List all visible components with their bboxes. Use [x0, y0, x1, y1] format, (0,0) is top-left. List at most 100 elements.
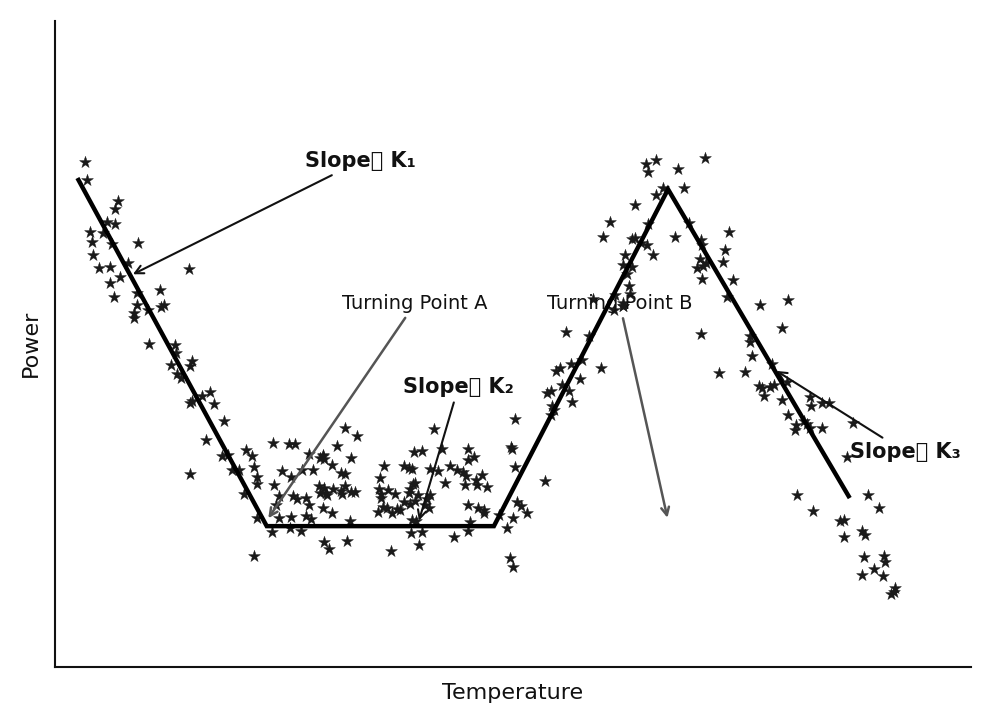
- Point: [324, 507, 340, 518]
- Point: [316, 482, 332, 494]
- Point: [347, 486, 363, 497]
- Point: [120, 257, 136, 269]
- Point: [561, 385, 577, 397]
- Point: [719, 291, 735, 303]
- Point: [832, 515, 848, 526]
- Point: [821, 397, 837, 409]
- Point: [182, 468, 198, 480]
- Point: [375, 501, 391, 513]
- Point: [422, 489, 438, 501]
- Point: [99, 216, 115, 227]
- Point: [392, 505, 408, 516]
- Point: [854, 569, 870, 581]
- Point: [539, 387, 555, 398]
- Point: [655, 182, 671, 194]
- Point: [693, 234, 709, 245]
- Point: [182, 361, 198, 372]
- Point: [405, 478, 421, 489]
- Point: [615, 298, 631, 309]
- Point: [216, 415, 232, 426]
- Point: [140, 304, 156, 316]
- Point: [198, 434, 214, 446]
- Point: [624, 233, 640, 245]
- Point: [337, 422, 353, 434]
- Point: [805, 505, 821, 517]
- Point: [181, 264, 197, 275]
- Point: [479, 481, 495, 492]
- Point: [343, 452, 359, 463]
- Point: [754, 382, 770, 393]
- Point: [407, 495, 423, 507]
- Point: [774, 322, 790, 334]
- Point: [814, 422, 830, 434]
- Point: [301, 499, 317, 510]
- Point: [751, 381, 767, 392]
- Point: [503, 442, 519, 453]
- Point: [153, 301, 169, 313]
- Point: [469, 479, 485, 491]
- Point: [152, 284, 168, 295]
- Point: [268, 500, 284, 511]
- Point: [417, 499, 433, 510]
- Point: [129, 287, 145, 298]
- Point: [434, 443, 450, 455]
- Point: [282, 522, 298, 534]
- Point: [460, 454, 476, 466]
- Point: [156, 299, 172, 311]
- Point: [554, 379, 570, 391]
- Point: [619, 269, 635, 280]
- Point: [293, 525, 309, 536]
- Point: [246, 461, 262, 473]
- Point: [803, 400, 819, 412]
- Point: [507, 461, 523, 473]
- Point: [102, 261, 118, 273]
- Point: [602, 216, 618, 228]
- Point: [173, 372, 189, 384]
- Point: [552, 362, 568, 374]
- Point: [107, 219, 123, 230]
- Point: [854, 526, 870, 537]
- Point: [507, 413, 523, 425]
- Point: [371, 484, 387, 495]
- Point: [168, 347, 184, 358]
- Point: [298, 492, 314, 504]
- Point: [543, 409, 559, 421]
- Point: [376, 460, 392, 472]
- Point: [169, 369, 185, 380]
- Point: [91, 262, 107, 274]
- Point: [694, 274, 710, 285]
- Point: [285, 490, 301, 502]
- Point: [756, 391, 772, 403]
- Point: [460, 443, 476, 455]
- Point: [505, 561, 521, 573]
- Point: [406, 446, 422, 458]
- Point: [845, 418, 861, 429]
- Point: [789, 489, 805, 500]
- Point: [102, 277, 118, 288]
- Point: [537, 475, 553, 487]
- Point: [470, 502, 486, 514]
- Point: [249, 512, 265, 523]
- Point: [141, 338, 157, 350]
- Point: [315, 450, 331, 462]
- Point: [184, 395, 200, 407]
- Point: [324, 460, 340, 471]
- Point: [581, 330, 597, 342]
- Point: [624, 261, 640, 272]
- Point: [799, 418, 815, 430]
- Point: [887, 582, 903, 594]
- Point: [264, 526, 280, 537]
- Point: [692, 253, 708, 264]
- Point: [595, 231, 611, 243]
- Point: [607, 290, 623, 301]
- Point: [711, 367, 727, 379]
- Point: [396, 496, 412, 508]
- Point: [182, 397, 198, 409]
- Point: [667, 231, 683, 243]
- Point: [721, 226, 737, 237]
- Point: [875, 571, 891, 582]
- Point: [544, 400, 560, 412]
- Point: [615, 300, 631, 311]
- Point: [779, 376, 795, 388]
- Text: Slope： K₂: Slope： K₂: [403, 377, 514, 518]
